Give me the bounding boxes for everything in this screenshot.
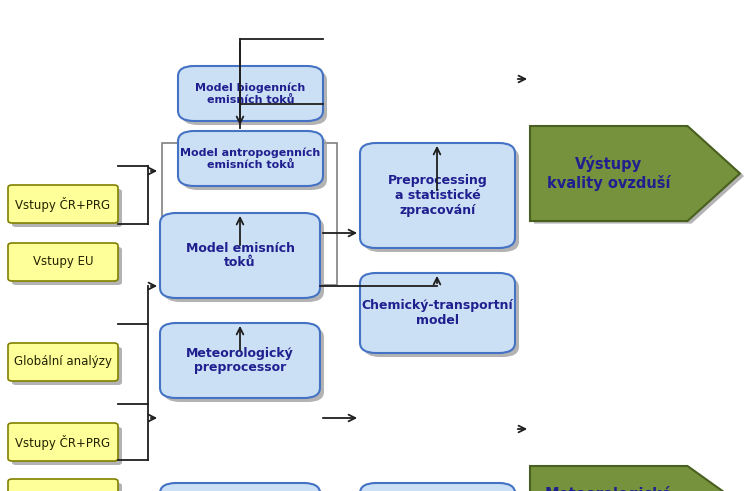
Text: Vstupy ČR+PRG: Vstupy ČR+PRG xyxy=(15,435,110,449)
Text: Model antropogenních
emisních toků: Model antropogenních emisních toků xyxy=(181,147,321,169)
FancyBboxPatch shape xyxy=(160,213,320,298)
FancyBboxPatch shape xyxy=(12,427,122,465)
FancyBboxPatch shape xyxy=(12,247,122,285)
FancyBboxPatch shape xyxy=(364,277,519,357)
FancyBboxPatch shape xyxy=(160,323,320,398)
FancyBboxPatch shape xyxy=(8,343,118,381)
FancyBboxPatch shape xyxy=(360,143,515,248)
Polygon shape xyxy=(534,129,744,223)
FancyBboxPatch shape xyxy=(164,327,324,402)
Polygon shape xyxy=(530,126,740,221)
FancyBboxPatch shape xyxy=(164,217,324,302)
FancyBboxPatch shape xyxy=(360,483,515,491)
FancyBboxPatch shape xyxy=(182,135,327,190)
FancyBboxPatch shape xyxy=(364,487,519,491)
Text: Model biogenních
emisních toků: Model biogenních emisních toků xyxy=(195,82,305,105)
Text: Meteorologický
preprocessor: Meteorologický preprocessor xyxy=(186,347,294,375)
Text: Globální analýzy: Globální analýzy xyxy=(14,355,112,369)
Polygon shape xyxy=(534,468,744,491)
Text: Preprocessing
a statistické
zpracování: Preprocessing a statistické zpracování xyxy=(388,174,488,217)
FancyBboxPatch shape xyxy=(360,273,515,353)
FancyBboxPatch shape xyxy=(178,66,323,121)
FancyBboxPatch shape xyxy=(12,347,122,385)
FancyBboxPatch shape xyxy=(8,479,118,491)
Text: Meteorologické
výstupy: Meteorologické výstupy xyxy=(545,486,673,491)
Text: Vstupy EU: Vstupy EU xyxy=(33,255,93,269)
Text: Model emisních
toků: Model emisních toků xyxy=(185,242,295,270)
FancyBboxPatch shape xyxy=(182,70,327,125)
FancyBboxPatch shape xyxy=(8,185,118,223)
Bar xyxy=(162,143,337,285)
FancyBboxPatch shape xyxy=(178,131,323,186)
FancyBboxPatch shape xyxy=(8,243,118,281)
FancyBboxPatch shape xyxy=(8,423,118,461)
Polygon shape xyxy=(530,466,740,491)
Text: Chemický-transportní
model: Chemický-transportní model xyxy=(361,299,513,327)
Text: Vstupy ČR+PRG: Vstupy ČR+PRG xyxy=(15,196,110,212)
FancyBboxPatch shape xyxy=(164,487,324,491)
FancyBboxPatch shape xyxy=(12,189,122,227)
FancyBboxPatch shape xyxy=(364,147,519,252)
FancyBboxPatch shape xyxy=(12,483,122,491)
FancyBboxPatch shape xyxy=(160,483,320,491)
Text: Výstupy
kvality ovzduší: Výstupy kvality ovzduší xyxy=(547,156,671,191)
